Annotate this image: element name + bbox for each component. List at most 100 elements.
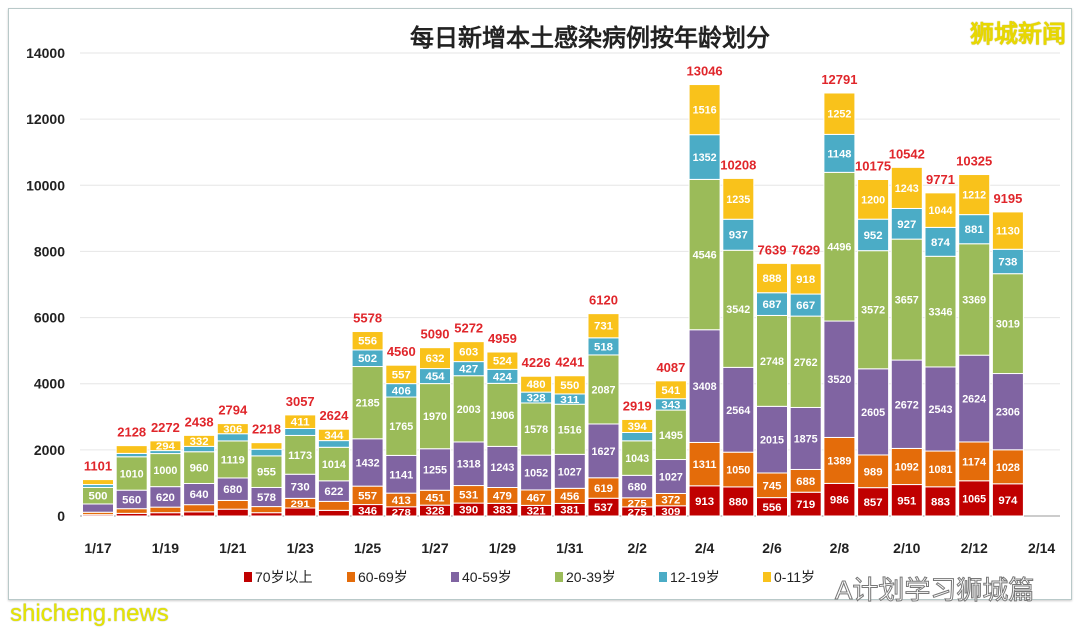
bar-segment	[183, 511, 216, 517]
segment-label: 667	[796, 300, 815, 312]
segment-label: 537	[594, 502, 613, 514]
segment-label: 541	[661, 385, 680, 397]
total-label: 4226	[522, 355, 551, 370]
bar-segment	[183, 434, 216, 447]
segment-label: 1516	[693, 105, 717, 117]
bar-segment	[857, 368, 890, 456]
legend-swatch	[347, 572, 355, 582]
total-label: 10325	[956, 154, 992, 169]
bar-segment	[486, 351, 519, 370]
bar-segment	[890, 207, 923, 240]
segment-label: 3657	[895, 295, 919, 307]
segment-label: 2762	[794, 357, 818, 369]
segment-label: 390	[459, 505, 478, 517]
segment-label: 687	[763, 299, 782, 311]
segment-label: 1765	[389, 421, 413, 433]
segment-label: 278	[392, 507, 411, 517]
bar-segment	[149, 506, 182, 514]
bar-segment	[115, 452, 148, 458]
segment-label: 406	[392, 385, 411, 397]
bar-segment	[924, 226, 957, 257]
bar-segment	[991, 449, 1024, 485]
segment-label: 294	[156, 442, 176, 453]
bar-segment	[857, 218, 890, 252]
bar-segment	[890, 447, 923, 486]
segment-label: 937	[729, 230, 748, 242]
bar-segment	[284, 473, 317, 499]
segment-label: 518	[594, 341, 613, 353]
bar-segment	[958, 243, 991, 356]
segment-label: 3520	[827, 374, 851, 386]
bar-segment	[520, 402, 553, 456]
y-tick-label: 14000	[26, 45, 65, 61]
bar-segment	[722, 486, 755, 517]
segment-label: 467	[527, 493, 546, 505]
y-tick-label: 6000	[34, 310, 65, 326]
segment-label: 1389	[827, 455, 851, 467]
bar-segment	[250, 448, 283, 457]
segment-label: 989	[864, 466, 883, 478]
legend-label: 12-19岁	[670, 569, 720, 585]
segment-label: 1148	[827, 148, 851, 160]
segment-label: 1200	[861, 194, 885, 206]
segment-label: 680	[223, 484, 242, 496]
bar-segment	[452, 441, 485, 487]
segment-label: 640	[190, 489, 209, 501]
segment-label: 888	[763, 273, 782, 285]
segment-label: 502	[358, 353, 377, 365]
segment-label: 531	[459, 489, 478, 501]
segment-label: 974	[998, 495, 1018, 507]
segment-label: 1627	[592, 446, 616, 458]
segment-label: 1119	[221, 454, 245, 466]
segment-label: 1000	[153, 465, 177, 477]
segment-label: 951	[897, 495, 916, 507]
bar-segment	[587, 313, 620, 339]
segment-label: 2672	[895, 399, 919, 411]
segment-label: 306	[223, 425, 242, 436]
segment-label: 1141	[389, 469, 413, 481]
segment-label: 857	[864, 497, 883, 509]
segment-label: 451	[426, 493, 445, 505]
segment-label: 1010	[120, 468, 144, 480]
bar-segment	[284, 427, 317, 436]
segment-label: 880	[729, 496, 748, 508]
bar-segment	[351, 331, 384, 351]
bar-segment	[958, 480, 991, 517]
segment-label: 578	[257, 492, 276, 504]
segment-label: 986	[830, 495, 849, 507]
segment-label: 1906	[490, 410, 514, 422]
segment-label: 1092	[895, 461, 919, 473]
bar-segment	[115, 456, 148, 491]
segment-label: 556	[358, 336, 377, 348]
bar-segment	[553, 375, 586, 395]
segment-label: 311	[560, 395, 579, 406]
bar-segment	[823, 92, 856, 135]
segment-label: 2624	[962, 394, 987, 406]
total-label: 2218	[252, 422, 281, 437]
bar-segment	[823, 436, 856, 484]
x-tick-label: 1/25	[354, 540, 381, 556]
segment-label: 1516	[558, 424, 582, 436]
segment-label: 1014	[322, 459, 347, 471]
legend-swatch	[451, 572, 459, 582]
segment-label: 952	[864, 230, 883, 242]
segment-label: 1352	[693, 152, 717, 164]
bar-segment	[991, 483, 1024, 517]
x-tick-label: 1/19	[152, 540, 179, 556]
segment-label: 1243	[490, 462, 514, 474]
bar-segment	[823, 133, 856, 173]
legend-swatch	[555, 572, 563, 582]
segment-label: 413	[392, 495, 411, 507]
bar-segment	[823, 482, 856, 517]
bar-segment	[317, 446, 350, 482]
segment-label: 427	[459, 364, 478, 376]
bar-segment	[216, 423, 249, 435]
segment-label: 557	[392, 369, 411, 381]
bar-segment	[317, 428, 350, 442]
bar-segment	[890, 359, 923, 449]
bar-segment	[452, 341, 485, 363]
segment-label: 4546	[693, 250, 717, 262]
bar-segment	[890, 238, 923, 361]
segment-label: 424	[493, 371, 513, 383]
total-label: 9195	[993, 191, 1022, 206]
